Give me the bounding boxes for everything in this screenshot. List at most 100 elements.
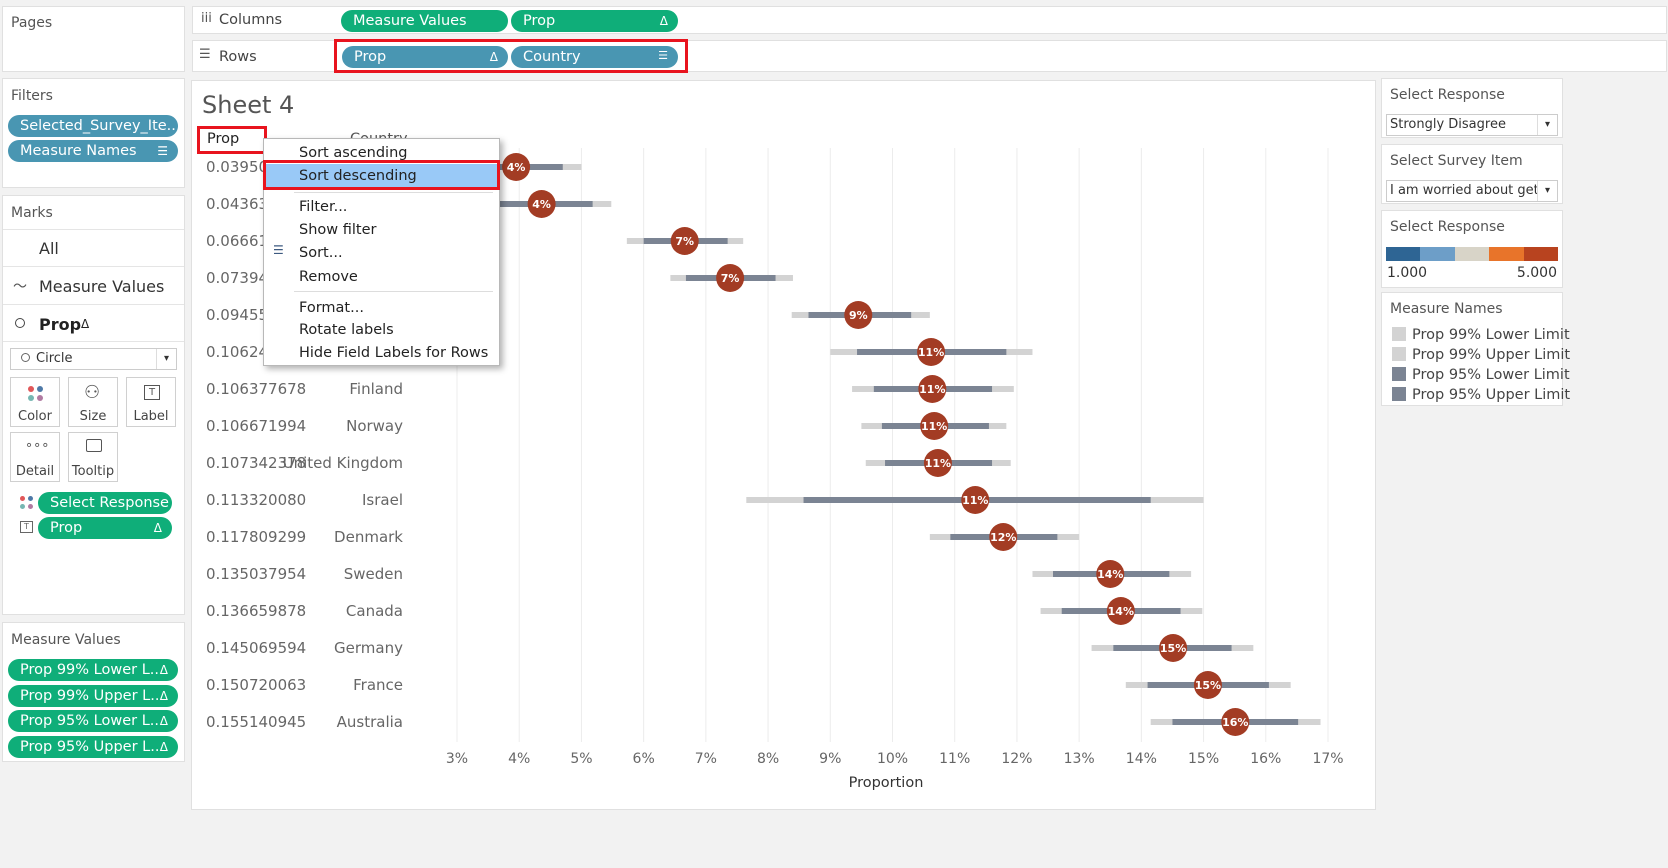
row-prop-value[interactable]: 0.066613 (206, 232, 278, 250)
pill-label: Prop (354, 49, 387, 65)
select-survey-item-title: Select Survey Item (1390, 153, 1523, 169)
size-button[interactable]: ⚇ Size (68, 377, 118, 427)
legend-swatch (1392, 367, 1406, 381)
row-prop-value[interactable]: 0.094554 (206, 306, 278, 324)
row-prop-value[interactable]: 0.039505 (206, 158, 278, 176)
row-prop-value[interactable]: 0.150720063 (206, 676, 307, 694)
pill-label: Prop 99% Upper L.. (20, 688, 160, 704)
menu-remove[interactable]: Remove (299, 269, 358, 285)
menu-format[interactable]: Format... (299, 300, 364, 316)
menu-show-filter[interactable]: Show filter (299, 222, 377, 238)
pill-label: Country (523, 49, 581, 65)
marks-pill-prop[interactable]: Prop Δ (38, 517, 172, 539)
select-survey-item-dropdown[interactable]: I am worried about getti... ▾ (1386, 180, 1558, 202)
legend-item-95-lower[interactable]: Prop 95% Lower Limit (1392, 367, 1570, 383)
color-ramp-step (1420, 247, 1455, 261)
pages-panel: Pages (2, 6, 185, 72)
color-field-icon (20, 496, 34, 510)
row-country-value[interactable]: United Kingdom (282, 454, 403, 472)
columns-pill-prop[interactable]: Prop Δ (511, 10, 678, 32)
row-country-value[interactable]: Norway (346, 417, 403, 435)
row-prop-value[interactable]: 0.113320080 (206, 491, 307, 509)
chevron-down-icon: ▾ (1537, 181, 1557, 201)
color-button[interactable]: Color (10, 377, 60, 427)
rows-pill-country[interactable]: Country ☰ (511, 46, 678, 68)
marks-card-measure-values[interactable]: 〜 Measure Values (3, 266, 184, 304)
row-country-value[interactable]: Finland (349, 380, 403, 398)
delta-icon: Δ (489, 50, 498, 64)
row-prop-value[interactable]: 0.155140945 (206, 713, 307, 731)
marks-prop-label: Prop (39, 315, 82, 334)
row-prop-value[interactable]: 0.145069594 (206, 639, 307, 657)
legend-label: Prop 95% Lower Limit (1412, 367, 1570, 383)
menu-sort[interactable]: Sort... (299, 245, 343, 261)
marks-pill-select-response[interactable]: Select Response (38, 492, 172, 514)
row-prop-value[interactable]: 0.107342378 (206, 454, 307, 472)
pill-label: Prop 99% Lower L.. (20, 662, 159, 678)
menu-sort-ascending[interactable]: Sort ascending (299, 145, 408, 161)
rows-icon: ☰ (199, 47, 211, 62)
row-prop-value[interactable]: 0.106671994 (206, 417, 307, 435)
mv-pill-95-lower[interactable]: Prop 95% Lower L.. Δ (8, 710, 178, 732)
rows-pill-prop[interactable]: Prop Δ (342, 46, 508, 68)
delta-icon: Δ (159, 740, 168, 754)
delta-icon: Δ (659, 14, 668, 28)
row-prop-value[interactable]: 0.043636 (206, 195, 278, 213)
tooltip-icon (86, 439, 102, 452)
size-icon: ⚇ (84, 382, 101, 403)
row-prop-value[interactable]: 0.135037954 (206, 565, 307, 583)
delta-icon: Δ (159, 663, 168, 677)
menu-hide-field-labels[interactable]: Hide Field Labels for Rows (299, 345, 489, 361)
row-prop-value[interactable]: 0.106377678 (206, 380, 307, 398)
row-prop-value[interactable]: 0.106240 (206, 343, 278, 361)
legend-item-99-lower[interactable]: Prop 99% Lower Limit (1392, 327, 1570, 343)
row-prop-value[interactable]: 0.073948 (206, 269, 278, 287)
delta-icon: Δ (159, 689, 168, 703)
row-country-value[interactable]: Australia (336, 713, 403, 731)
legend-label: Prop 99% Lower Limit (1412, 327, 1570, 343)
mv-pill-95-upper[interactable]: Prop 95% Upper L.. Δ (8, 736, 178, 758)
row-country-value[interactable]: Germany (334, 639, 403, 657)
row-prop-value[interactable]: 0.117809299 (206, 528, 307, 546)
pill-label: Select Response (50, 495, 169, 511)
marks-card-prop[interactable]: Prop Δ (3, 304, 184, 342)
mv-pill-99-lower[interactable]: Prop 99% Lower L.. Δ (8, 659, 178, 681)
label-field-icon: T (20, 521, 33, 533)
marks-card-all[interactable]: All (3, 229, 184, 265)
legend-swatch (1392, 347, 1406, 361)
pages-title: Pages (11, 15, 53, 31)
highlight-prop-header (197, 126, 267, 154)
row-country-value[interactable]: Sweden (343, 565, 403, 583)
select-response-dropdown[interactable]: Strongly Disagree ▾ (1386, 114, 1558, 136)
marks-title: Marks (11, 205, 53, 221)
row-country-value[interactable]: Denmark (334, 528, 403, 546)
legend-item-99-upper[interactable]: Prop 99% Upper Limit (1392, 347, 1570, 363)
filter-pill-measure-names[interactable]: Measure Names ☰ (8, 140, 178, 162)
detail-button[interactable]: ∘∘∘ Detail (10, 432, 60, 482)
header-prop[interactable]: Prop (207, 131, 240, 147)
row-country-value[interactable]: Israel (362, 491, 403, 509)
legend-label: Prop 95% Upper Limit (1412, 387, 1571, 403)
label-button[interactable]: T Label (126, 377, 176, 427)
row-country-value[interactable]: Canada (345, 602, 403, 620)
delta-icon: Δ (81, 317, 90, 331)
row-country-value[interactable]: France (353, 676, 403, 694)
menu-sort-descending[interactable]: Sort descending (266, 164, 497, 188)
legend-label: Prop 99% Upper Limit (1412, 347, 1571, 363)
menu-rotate-labels[interactable]: Rotate labels (299, 322, 394, 338)
mv-pill-99-upper[interactable]: Prop 99% Upper L.. Δ (8, 685, 178, 707)
pill-label: Measure Names (20, 143, 137, 159)
menu-filter[interactable]: Filter... (299, 199, 348, 215)
chevron-down-icon: ▾ (156, 349, 176, 369)
legend-item-95-upper[interactable]: Prop 95% Upper Limit (1392, 387, 1570, 403)
columns-pill-measure-values[interactable]: Measure Values (341, 10, 508, 32)
menu-separator (294, 192, 493, 193)
measure-names-legend: Measure Names Prop 99% Lower Limit Prop … (1381, 292, 1570, 406)
label-icon: T (144, 385, 160, 400)
mark-type-select[interactable]: Circle ▾ (10, 348, 177, 370)
filter-pill-survey-item[interactable]: Selected_Survey_Ite.. (8, 115, 178, 137)
row-prop-value[interactable]: 0.136659878 (206, 602, 307, 620)
pill-label: Measure Values (353, 13, 467, 29)
tooltip-button[interactable]: Tooltip (68, 432, 118, 482)
select-response-filter: Select Response Strongly Disagree ▾ (1381, 78, 1563, 138)
